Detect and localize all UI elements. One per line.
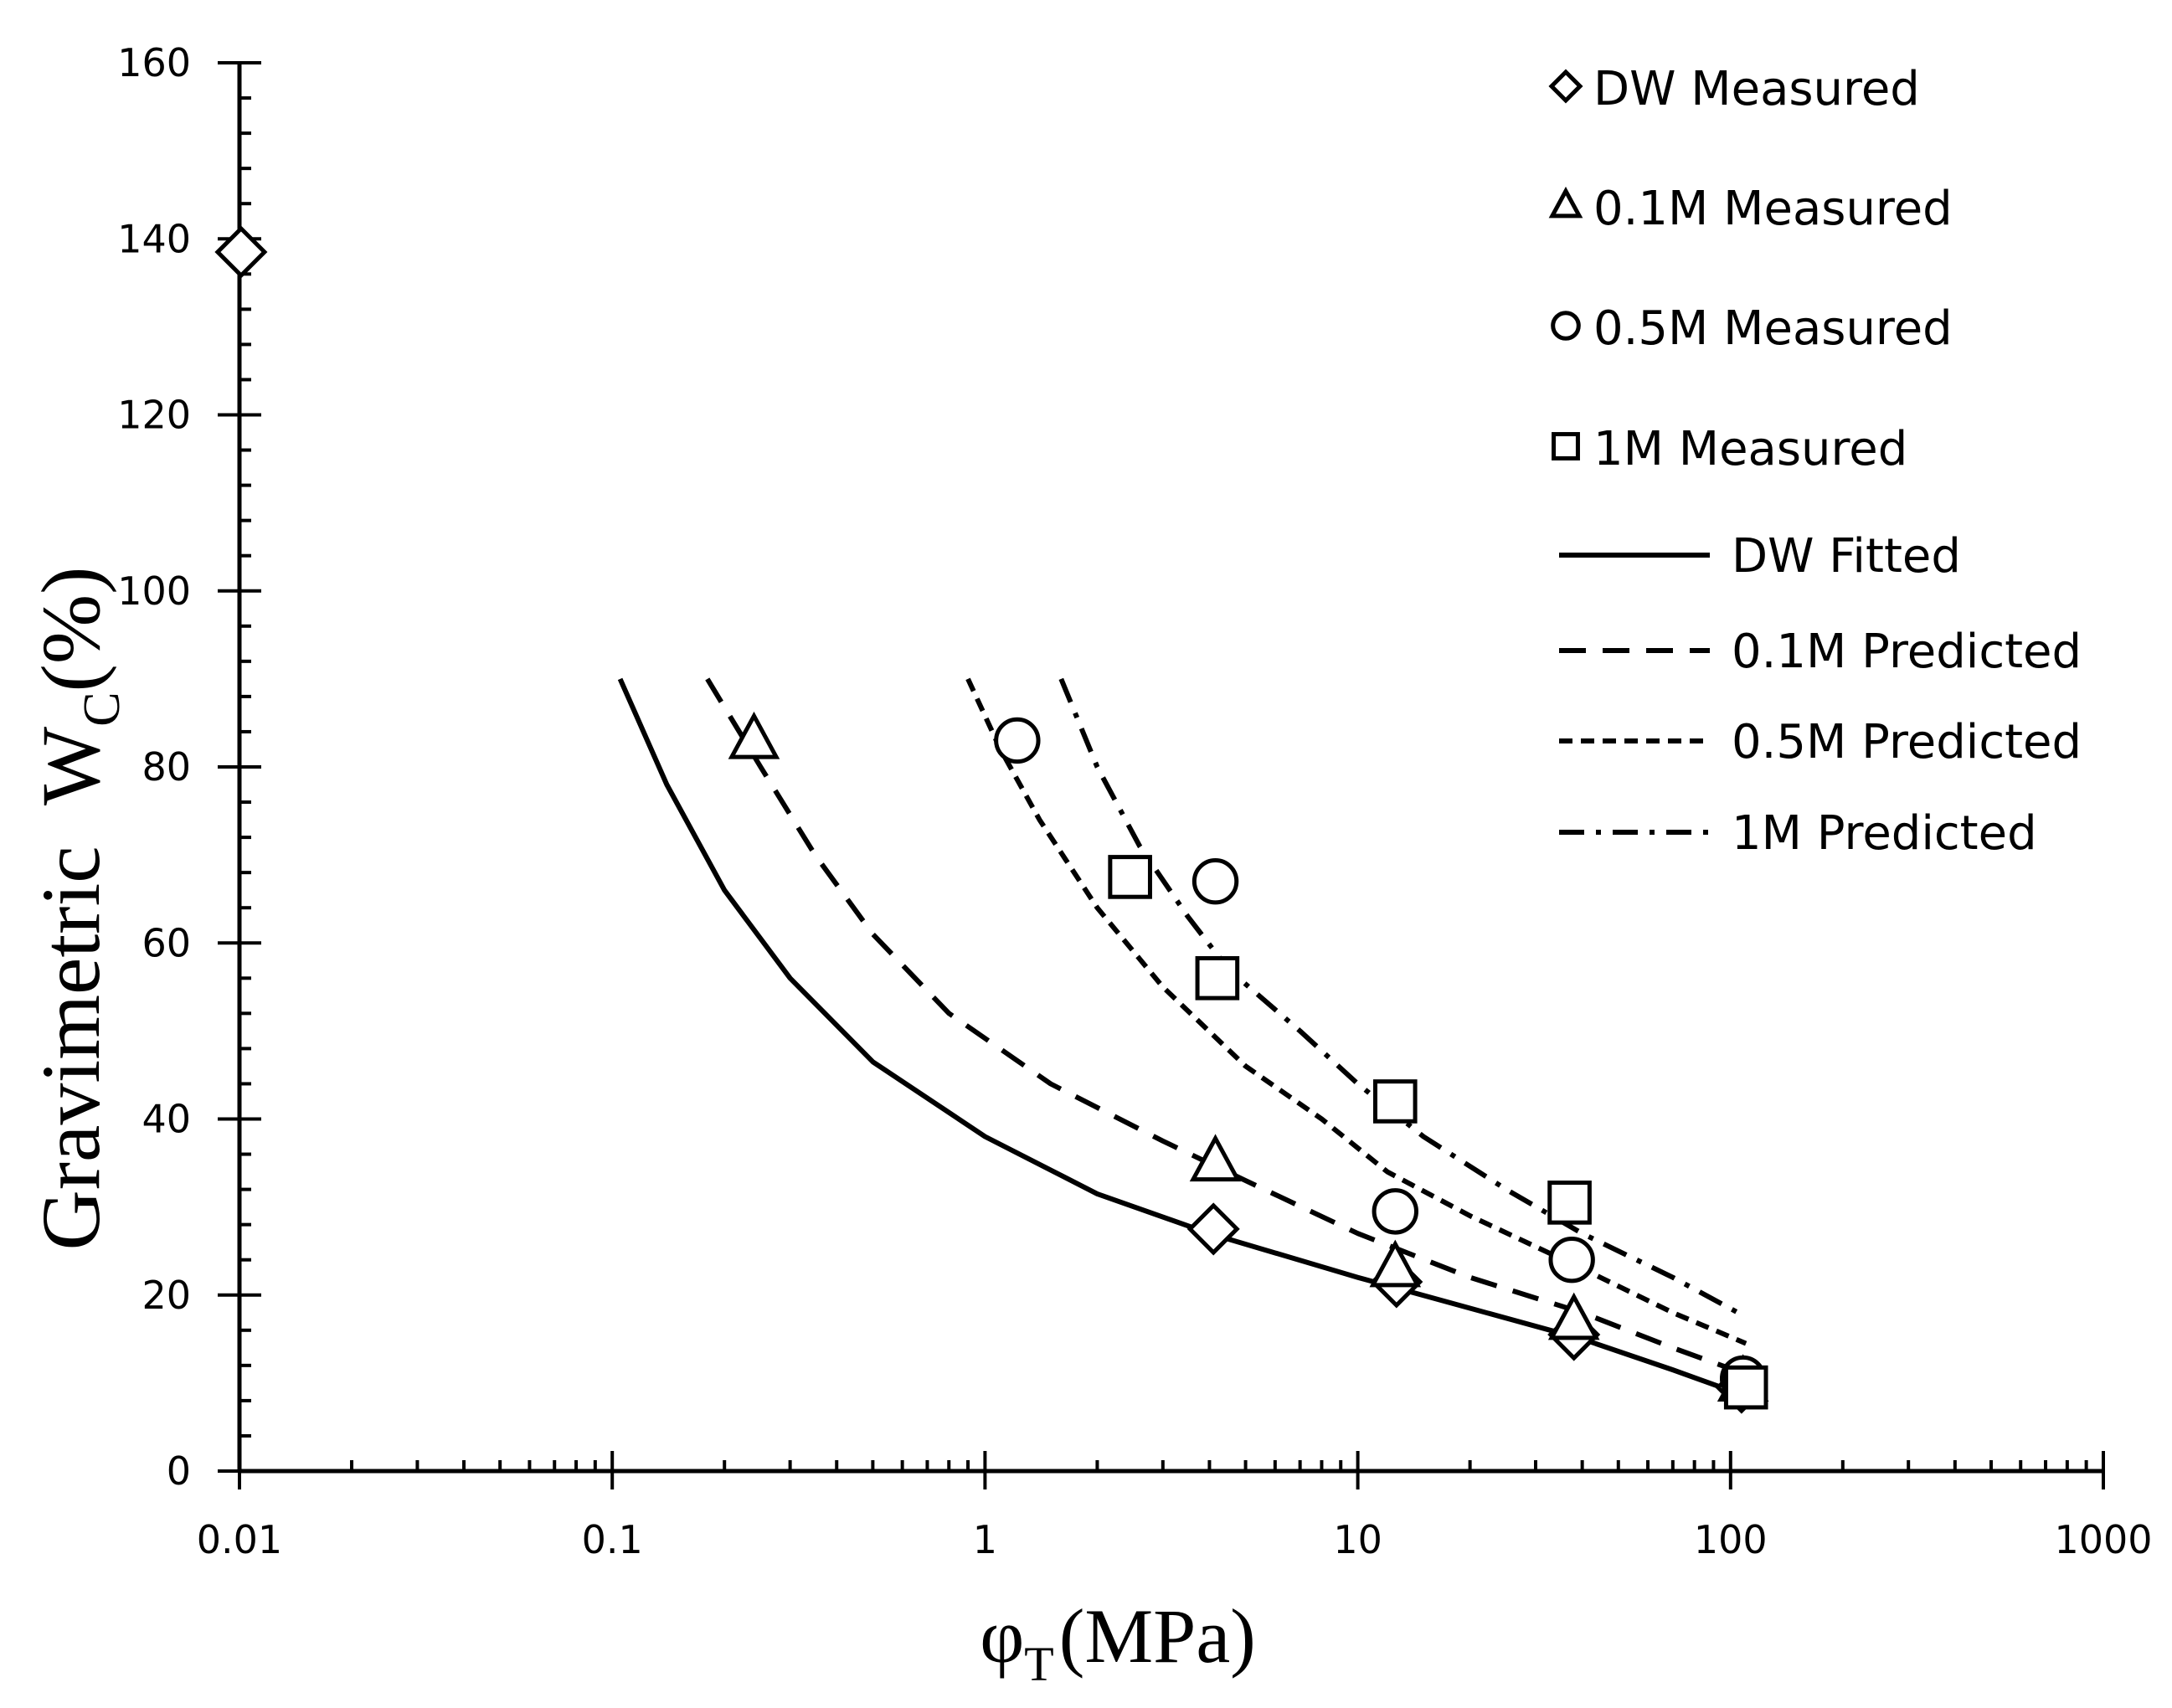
y-axis-title: Gravimetric WC(%) xyxy=(24,567,131,1251)
dw-measured-point xyxy=(214,225,268,279)
0-1m-measured-point xyxy=(1189,1134,1242,1182)
x-axis-title-symbol: φ xyxy=(980,1593,1024,1679)
0-5m-measured-point xyxy=(994,717,1041,764)
1m-predicted-curve xyxy=(1058,677,1747,1320)
y-axis-title-prefix: Gravimetric W xyxy=(24,726,117,1250)
legend-0-5m-measured-label: 0.5M Measured xyxy=(1593,301,1953,356)
0-5m-measured-point xyxy=(1192,857,1239,905)
legend-dw-fitted-label: DW Fitted xyxy=(1732,529,1961,584)
legend-1m-measured-symbol xyxy=(1552,432,1580,460)
y-tick-label: 140 xyxy=(117,216,191,261)
legend-0-1m-measured-label: 0.1M Measured xyxy=(1593,182,1953,236)
legend-dw-measured-label: DW Measured xyxy=(1593,62,1920,116)
x-tick-label: 10 xyxy=(1333,1517,1382,1562)
dw-measured-point xyxy=(1186,1202,1240,1256)
0-1m-predicted-curve xyxy=(705,677,1747,1377)
legend-0-1m-predicted-label: 0.1M Predicted xyxy=(1732,625,2082,679)
0-1m-measured-point xyxy=(1369,1239,1422,1288)
x-axis-title-subscript: T xyxy=(1024,1637,1053,1691)
legend-0-5m-measured-symbol xyxy=(1551,311,1581,341)
legend: DW Measured 0.1M Measured 0.5M Measured 1M … xyxy=(1548,62,2082,861)
y-axis-title-rest: (%) xyxy=(24,567,117,692)
legend-0-1m-measured-symbol xyxy=(1548,186,1583,219)
x-tick-label: 1000 xyxy=(2054,1517,2152,1562)
y-tick-label: 0 xyxy=(167,1448,191,1494)
1m-measured-point xyxy=(1723,1365,1768,1410)
y-tick-label: 40 xyxy=(142,1097,191,1142)
y-axis-title-subscript: C xyxy=(74,692,131,726)
legend-1m-measured-label: 1M Measured xyxy=(1593,422,1907,476)
y-tick-label: 100 xyxy=(117,568,191,614)
y-tick-label: 20 xyxy=(142,1273,191,1318)
y-tick-label: 120 xyxy=(117,393,191,438)
legend-1m-predicted-label: 1M Predicted xyxy=(1732,806,2037,861)
0-5m-measured-point xyxy=(1548,1237,1595,1284)
legend-0-5m-predicted-label: 0.5M Predicted xyxy=(1732,715,2082,769)
1m-measured-point xyxy=(1195,956,1240,1001)
axes: 0 20 40 60 80 100 120 140 160 0.01 0.1 1 10 100 1000 xyxy=(117,40,2152,1562)
x-tick-label: 0.01 xyxy=(197,1517,282,1562)
x-tick-label: 1 xyxy=(973,1517,997,1562)
y-tick-label: 80 xyxy=(142,744,191,790)
0-5m-predicted-curve xyxy=(965,677,1747,1346)
1m-measured-point xyxy=(1372,1079,1418,1124)
x-tick-label: 100 xyxy=(1694,1517,1768,1562)
y-tick-label: 160 xyxy=(117,40,191,85)
1m-measured-point xyxy=(1547,1181,1592,1225)
y-tick-label: 60 xyxy=(142,920,191,965)
x-tick-label: 0.1 xyxy=(582,1517,643,1562)
0-1m-measured-point xyxy=(1547,1292,1600,1340)
0-5m-measured-point xyxy=(1372,1188,1418,1235)
1m-measured-point xyxy=(1108,855,1152,899)
0-1m-measured-point xyxy=(728,711,780,759)
x-axis-title: φT(MPa) xyxy=(980,1593,1256,1691)
measured-markers xyxy=(214,225,1769,1414)
legend-dw-measured-symbol xyxy=(1548,69,1583,104)
x-axis-title-rest: (MPa) xyxy=(1059,1593,1256,1679)
